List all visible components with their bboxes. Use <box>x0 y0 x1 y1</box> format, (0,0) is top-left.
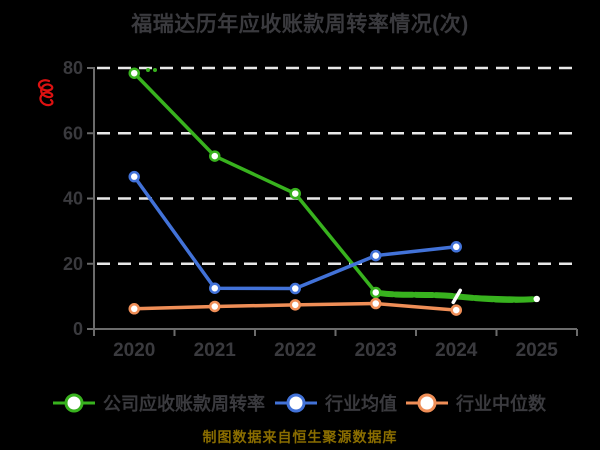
data-point-marker <box>533 295 540 303</box>
data-point-marker <box>450 304 462 316</box>
x-tick-label: 2024 <box>435 340 478 361</box>
data-point-marker <box>289 299 301 311</box>
data-point-marker <box>128 170 140 183</box>
legend-item-industry-median[interactable]: 行业中位数 <box>406 386 546 420</box>
legend-label-industry-median: 行业中位数 <box>456 394 546 414</box>
data-point-marker <box>209 150 221 162</box>
legend-item-company-turnover[interactable]: 公司应收账款周转率 <box>53 386 265 420</box>
y-tick-label: 20 <box>63 254 83 274</box>
data-point-marker <box>370 286 382 299</box>
line-chart-plot: 0 20 40 60 80 2020 2021 2022 2023 2024 2025 <box>37 58 578 361</box>
y-tick-label: 40 <box>63 189 83 209</box>
data-point-marker <box>450 241 462 253</box>
data-point-marker <box>370 249 382 262</box>
legend-marker-industry-median <box>406 393 448 413</box>
x-tick-label: 2021 <box>194 340 237 361</box>
legend: 公司应收账款周转率 行业均值 行业中位数 <box>0 386 600 420</box>
x-tick-label: 2020 <box>113 340 155 361</box>
red-scribble-annotation <box>37 79 54 107</box>
y-tick-label: 80 <box>63 58 83 78</box>
legend-marker-industry-mean <box>275 393 317 413</box>
legend-marker-company-turnover <box>53 393 95 413</box>
white-slash-marker <box>451 288 462 305</box>
data-point-marker <box>209 300 221 313</box>
data-point-marker <box>289 187 301 200</box>
data-point-marker <box>209 282 221 294</box>
data-point-marker <box>289 282 301 295</box>
data-point-marker <box>128 303 140 315</box>
y-tick-label: 0 <box>73 319 83 339</box>
legend-item-industry-mean[interactable]: 行业均值 <box>275 386 397 420</box>
green-annotation-dot <box>146 68 150 72</box>
legend-label-industry-mean: 行业均值 <box>325 394 397 414</box>
company-receivables-turnover-series-line <box>132 71 539 301</box>
green-annotation-dot <box>153 68 157 72</box>
x-tick-label: 2025 <box>516 340 559 361</box>
chart-title: 福瑞达历年应收账款周转率情况(次) <box>131 13 469 36</box>
data-source-caption: 制图数据来自恒生聚源数据库 <box>202 429 398 445</box>
data-point-marker <box>128 67 140 79</box>
data-point-marker <box>370 297 382 310</box>
legend-label-company-turnover: 公司应收账款周转率 <box>103 394 265 414</box>
x-tick-label: 2023 <box>355 340 397 361</box>
y-tick-label: 60 <box>63 123 83 143</box>
x-tick-label: 2022 <box>274 340 316 361</box>
